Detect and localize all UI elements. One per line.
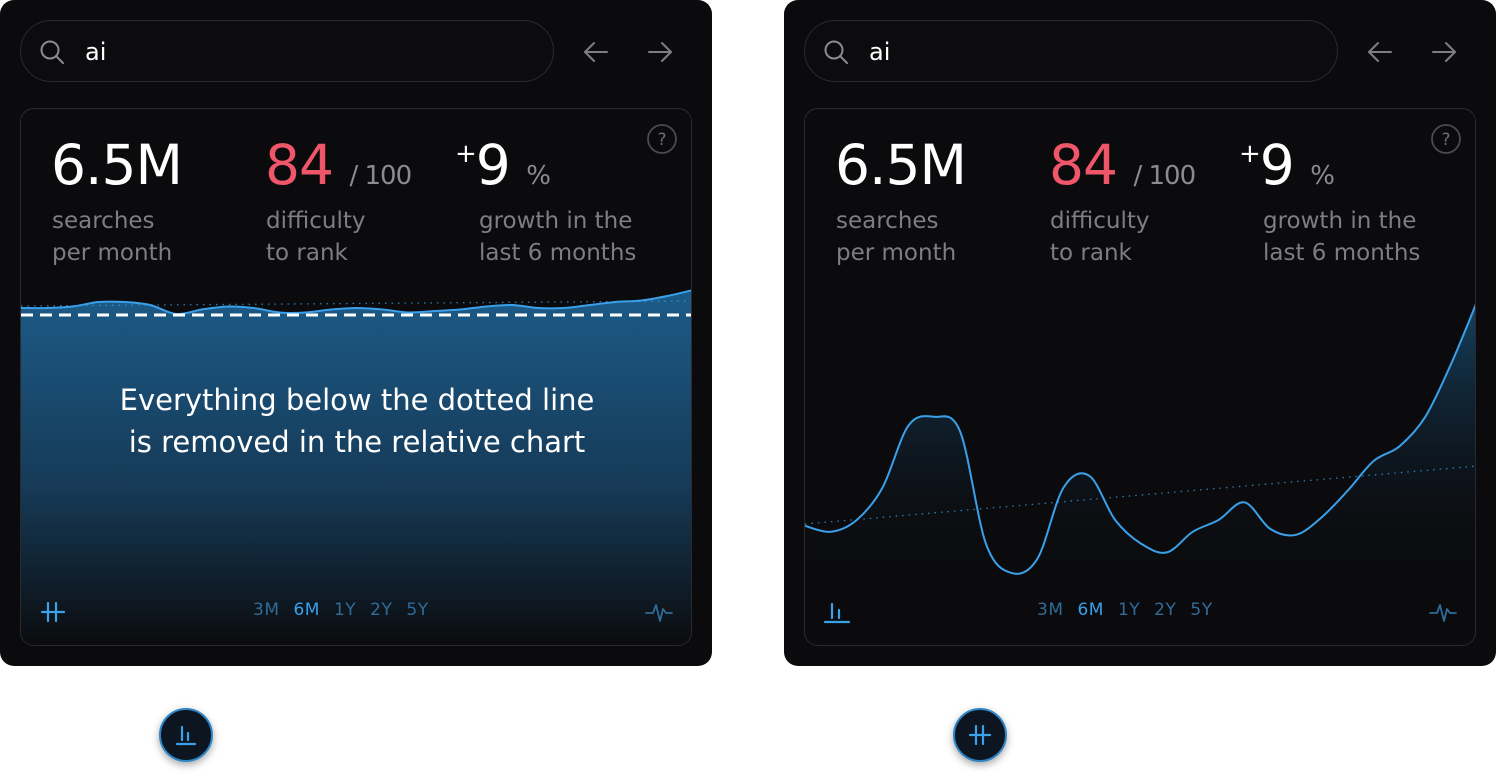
question-mark-icon[interactable]: ? — [1430, 123, 1462, 155]
range-3m[interactable]: 3M — [1037, 600, 1064, 620]
searches-value: 6.5M — [51, 133, 183, 197]
chart-series-line — [805, 303, 1475, 575]
svg-text:?: ? — [657, 130, 666, 150]
growth-score: +9 % — [1239, 133, 1335, 197]
range-2y[interactable]: 2Y — [370, 600, 393, 620]
difficulty-score: 84 / 100 — [1049, 133, 1196, 197]
range-3m[interactable]: 3M — [253, 600, 280, 620]
arrow-left-icon[interactable] — [582, 38, 610, 66]
switch-to-absolute-button[interactable] — [953, 708, 1007, 762]
searches-value: 6.5M — [835, 133, 967, 197]
difficulty-value: 84 — [1049, 133, 1118, 197]
keyword-stats-card: ? 6.5M searches per month 84 / 100 diffi… — [20, 108, 692, 646]
growth-value: 9 — [1259, 133, 1295, 197]
keyword-panel-relative: ? 6.5M searches per month 84 / 100 diffi… — [784, 0, 1496, 666]
question-mark-icon[interactable]: ? — [646, 123, 678, 155]
growth-unit: % — [526, 161, 551, 191]
chart-area-fill — [21, 290, 691, 645]
difficulty-max: / 100 — [349, 161, 412, 191]
time-range-selector: 3M 6M 1Y 2Y 5Y — [253, 600, 443, 620]
keyword-panel-absolute: ? 6.5M searches per month 84 / 100 diffi… — [0, 0, 712, 666]
searches-label: searches per month — [52, 208, 173, 266]
chart-trend-line — [21, 300, 691, 307]
time-range-selector: 3M 6M 1Y 2Y 5Y — [1037, 600, 1227, 620]
chart-annotation: Everything below the dotted line is remo… — [119, 383, 595, 459]
range-5y[interactable]: 5Y — [406, 600, 429, 620]
difficulty-max: / 100 — [1133, 161, 1196, 191]
growth-score: +9 % — [455, 133, 551, 197]
difficulty-label: difficulty to rank — [1050, 208, 1150, 266]
arrow-left-icon[interactable] — [1366, 38, 1394, 66]
arrow-right-icon[interactable] — [646, 38, 674, 66]
arrow-right-icon[interactable] — [1430, 38, 1458, 66]
search-input[interactable] — [85, 38, 525, 66]
range-1y[interactable]: 1Y — [1117, 600, 1141, 620]
switch-to-relative-button[interactable] — [159, 708, 213, 762]
growth-label: growth in the last 6 months — [479, 208, 637, 266]
search-icon — [40, 40, 64, 64]
svg-text:?: ? — [1441, 130, 1450, 150]
chart-series-line — [21, 289, 691, 316]
range-6m[interactable]: 6M — [293, 600, 320, 620]
relative-chart-icon[interactable] — [823, 599, 851, 625]
searches-label: searches per month — [836, 208, 957, 266]
growth-unit: % — [1310, 161, 1335, 191]
growth-value: 9 — [475, 133, 511, 197]
absolute-chart-icon[interactable] — [39, 599, 67, 625]
range-2y[interactable]: 2Y — [1154, 600, 1177, 620]
absolute-chart-icon — [968, 724, 992, 746]
keyword-stats-card: ? 6.5M searches per month 84 / 100 diffi… — [804, 108, 1476, 646]
search-bar[interactable] — [804, 20, 1338, 82]
search-icon — [824, 40, 848, 64]
pulse-icon[interactable] — [1429, 599, 1457, 625]
difficulty-score: 84 / 100 — [265, 133, 412, 197]
difficulty-value: 84 — [265, 133, 334, 197]
growth-sign: + — [1239, 139, 1261, 169]
pulse-icon[interactable] — [645, 599, 673, 625]
difficulty-label: difficulty to rank — [266, 208, 366, 266]
range-6m[interactable]: 6M — [1077, 600, 1104, 620]
range-1y[interactable]: 1Y — [333, 600, 357, 620]
trend-chart-absolute — [21, 289, 691, 645]
chart-area-fill — [805, 306, 1475, 589]
growth-sign: + — [455, 139, 477, 169]
search-input[interactable] — [869, 38, 1309, 66]
search-bar[interactable] — [20, 20, 554, 82]
growth-label: growth in the last 6 months — [1263, 208, 1421, 266]
relative-chart-icon — [175, 725, 197, 746]
trend-chart-relative — [805, 303, 1475, 589]
range-5y[interactable]: 5Y — [1190, 600, 1213, 620]
